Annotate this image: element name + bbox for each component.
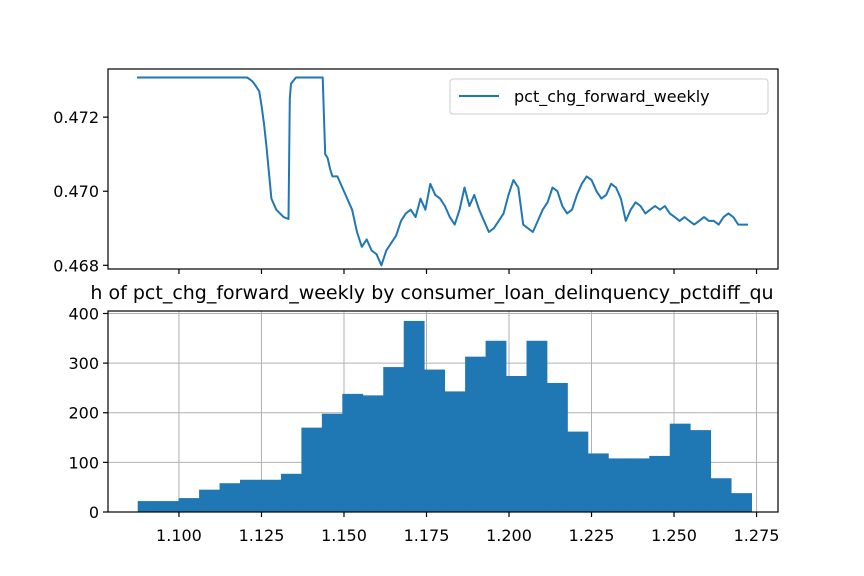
histogram-bar <box>240 479 261 512</box>
line-chart-y-ticks: 0.468 0.470 0.472 <box>53 108 108 275</box>
histogram-y-tick-label: 300 <box>68 354 99 373</box>
histogram-bar <box>710 478 732 512</box>
histogram-bar <box>669 423 691 512</box>
histogram-bar <box>485 340 507 512</box>
histogram-bar <box>444 391 466 512</box>
histogram-x-tick-label: 1.125 <box>239 526 285 545</box>
line-chart: 0.468 0.470 0.472 pct_chg_forward_weekly <box>53 68 779 275</box>
histogram-bar <box>403 320 425 512</box>
histogram-bar <box>526 340 548 512</box>
line-series-pct-chg-forward-weekly <box>137 76 748 267</box>
line-chart-x-ticks <box>178 269 758 274</box>
histogram-bar <box>628 458 650 512</box>
legend-box <box>449 78 769 115</box>
histogram-bar <box>649 455 671 512</box>
histogram-x-ticks: 1.100 1.125 1.150 1.175 1.200 1.225 1.250 1.275 <box>156 512 779 545</box>
histogram-bar <box>260 479 282 512</box>
histogram-bar <box>158 501 180 512</box>
histogram-bar <box>362 395 384 512</box>
histogram-title: h of pct_chg_forward_weekly by consumer_… <box>90 282 773 304</box>
histogram-bar <box>178 498 200 512</box>
histogram-bar <box>465 356 486 512</box>
histogram-bar <box>567 431 589 512</box>
line-y-tick-label: 0.472 <box>53 108 99 127</box>
histogram-bar <box>301 427 323 512</box>
histogram-bar <box>321 413 343 512</box>
histogram-y-tick-label: 400 <box>68 304 99 323</box>
histogram-bar <box>424 369 446 512</box>
histogram-y-tick-label: 100 <box>68 453 99 472</box>
line-y-tick-label: 0.470 <box>53 182 99 201</box>
histogram-y-tick-label: 0 <box>89 503 99 522</box>
histogram-x-tick-label: 1.175 <box>404 526 450 545</box>
histogram-chart: 1.100 1.125 1.150 1.175 1.200 1.225 1.250 1.275… <box>68 304 779 545</box>
histogram-y-tick-label: 200 <box>68 404 99 423</box>
histogram-x-tick-label: 1.200 <box>486 526 532 545</box>
histogram-bar <box>690 430 712 512</box>
histogram-x-tick-label: 1.100 <box>156 526 202 545</box>
legend: pct_chg_forward_weekly <box>449 78 769 115</box>
histogram-bar <box>280 473 302 512</box>
histogram-bar <box>731 493 752 512</box>
line-y-tick-label: 0.468 <box>53 256 99 275</box>
histogram-bar <box>219 483 241 512</box>
histogram-bar <box>546 382 568 512</box>
histogram-x-tick-label: 1.225 <box>569 526 615 545</box>
histogram-bar <box>383 367 405 512</box>
histogram-bar <box>587 453 609 512</box>
legend-label: pct_chg_forward_weekly <box>514 87 710 107</box>
histogram-bar <box>342 393 364 512</box>
histogram-bars <box>137 320 752 512</box>
histogram-y-ticks: 0 100 200 300 400 <box>68 304 108 522</box>
histogram-x-tick-label: 1.275 <box>734 526 780 545</box>
histogram-bar <box>199 489 220 512</box>
histogram-x-tick-label: 1.250 <box>651 526 697 545</box>
histogram-axes-border <box>107 310 779 513</box>
histogram-bar <box>608 458 630 512</box>
histogram-x-tick-label: 1.150 <box>321 526 367 545</box>
histogram-bar <box>137 501 159 512</box>
histogram-bar <box>506 376 527 512</box>
